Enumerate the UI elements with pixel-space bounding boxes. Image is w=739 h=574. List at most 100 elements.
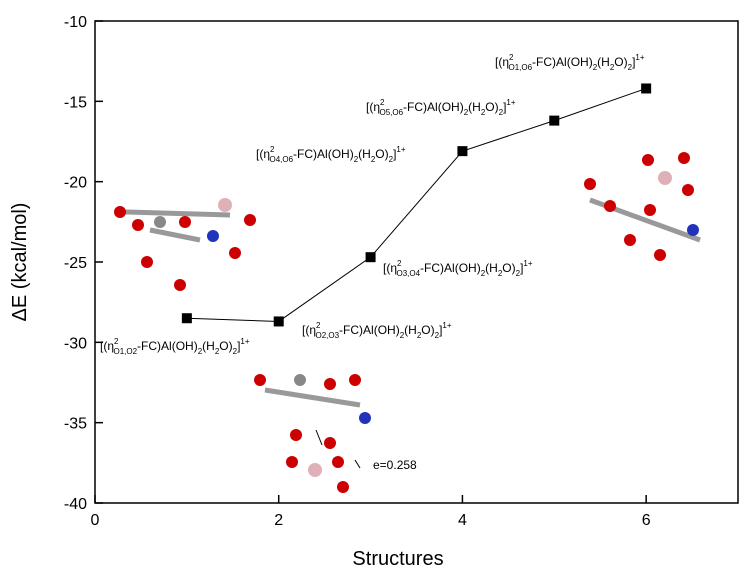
atom	[114, 206, 126, 218]
annotation-part: -FC)Al(OH)	[339, 323, 400, 337]
annotation-part: (H	[202, 339, 215, 353]
atom	[154, 216, 166, 228]
y-tick-label: -10	[64, 14, 87, 31]
annotation-part: O5,O6	[379, 108, 403, 117]
annotation-part: (H	[404, 323, 417, 337]
annotation-part: -FC)Al(OH)	[137, 339, 198, 353]
annotation-part: (H	[358, 147, 371, 161]
annotation-part: -FC)Al(OH)	[532, 55, 593, 69]
molecule-middle	[254, 374, 371, 493]
atom	[324, 378, 336, 390]
atom	[687, 224, 699, 236]
annotation-part: 1+	[396, 145, 405, 154]
annotation-part: 1+	[523, 259, 532, 268]
bond	[125, 212, 230, 215]
atom	[244, 214, 256, 226]
annotation-part: 2	[380, 98, 385, 107]
bond	[150, 230, 200, 240]
atom	[174, 279, 186, 291]
y-tick-label: -30	[64, 335, 87, 352]
annotation-part: O)	[219, 339, 232, 353]
annotation-part: (H	[597, 55, 610, 69]
y-tick-label: -40	[64, 496, 87, 513]
x-tick-label: 4	[458, 512, 467, 529]
annotation-part: O1,O6	[508, 63, 532, 72]
annotation-part: O)	[421, 323, 434, 337]
annotation-part: -FC)Al(OH)	[293, 147, 354, 161]
annotation-part: O)	[614, 55, 627, 69]
x-axis-title: Structures	[352, 548, 443, 570]
atom	[584, 178, 596, 190]
y-tick-label: -15	[64, 94, 87, 111]
data-marker	[457, 146, 467, 156]
data-marker	[549, 116, 559, 126]
atom	[254, 374, 266, 386]
atom	[290, 429, 302, 441]
annotation-part: [(η	[383, 261, 397, 275]
data-marker	[182, 313, 192, 323]
x-tick-label: 6	[642, 512, 651, 529]
annotation-part: [(η	[495, 55, 509, 69]
atom	[218, 198, 232, 212]
annotation-part: 2	[397, 259, 402, 268]
atom	[324, 437, 336, 449]
annotation-part: O3,O4	[396, 269, 420, 278]
annotation-part: [(η	[100, 339, 114, 353]
atom	[682, 184, 694, 196]
data-line	[187, 88, 646, 321]
annotation-part: -FC)Al(OH)	[403, 100, 464, 114]
atom	[308, 463, 322, 477]
atom	[132, 219, 144, 231]
atom	[229, 247, 241, 259]
x-tick-label: 0	[91, 512, 100, 529]
annotation-part: O2,O3	[315, 331, 339, 340]
annotation-part: (H	[468, 100, 481, 114]
y-tick-label: -25	[64, 255, 87, 272]
annotation-part: [(η	[302, 323, 316, 337]
annotation-part: 2	[114, 337, 119, 346]
arrow	[355, 460, 360, 468]
data-marker	[641, 83, 651, 93]
annotation-part: 1+	[635, 53, 644, 62]
annotation-part: O)	[485, 100, 498, 114]
annotation-part: 2	[316, 321, 321, 330]
atom	[141, 256, 153, 268]
annotation-part: [(η	[256, 147, 270, 161]
atom	[644, 204, 656, 216]
atom	[349, 374, 361, 386]
annotation-part: 2	[509, 53, 514, 62]
annotation-part: -FC)Al(OH)	[420, 261, 481, 275]
x-tick-label: 2	[274, 512, 283, 529]
molecule-left	[114, 198, 256, 291]
atom	[624, 234, 636, 246]
atom	[294, 374, 306, 386]
atom	[332, 456, 344, 468]
atom	[337, 481, 349, 493]
data-marker	[366, 252, 376, 262]
atom	[207, 230, 219, 242]
atom	[286, 456, 298, 468]
annotation-part: 2	[270, 145, 275, 154]
annotation-part: O1,O2	[113, 347, 137, 356]
atom	[654, 249, 666, 261]
y-axis-title: ΔE (kcal/mol)	[9, 203, 31, 322]
annotation: e=0.258	[373, 458, 417, 472]
y-tick-label: -20	[64, 175, 87, 192]
atom	[359, 412, 371, 424]
annotation-part: 1+	[240, 337, 249, 346]
annotation-part: [(η	[366, 100, 380, 114]
bond	[265, 390, 360, 405]
y-tick-label: -35	[64, 416, 87, 433]
annotation-part: 1+	[442, 321, 451, 330]
annotation-part: O)	[375, 147, 388, 161]
atom	[604, 200, 616, 212]
atom	[658, 171, 672, 185]
annotation-part: e=0.258	[373, 458, 417, 472]
arrow	[316, 430, 322, 445]
annotation-part: (H	[485, 261, 498, 275]
